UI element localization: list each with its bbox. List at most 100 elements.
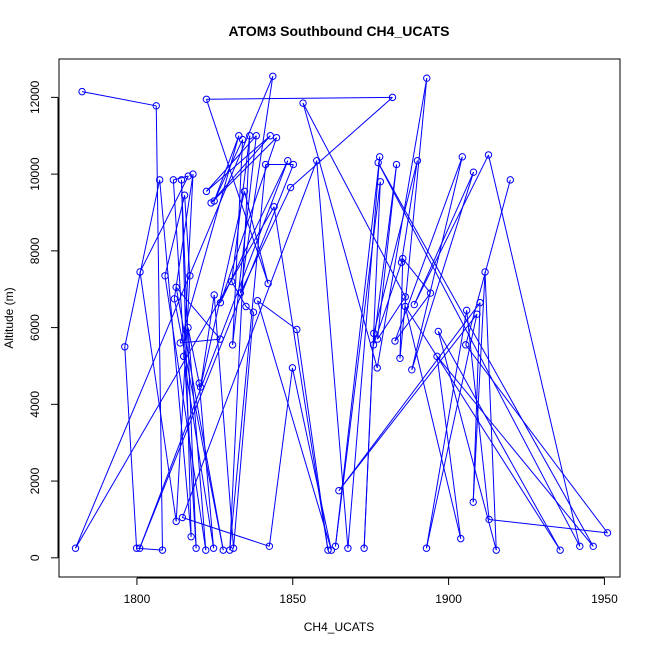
y-tick-label: 10000 [28,157,42,191]
data-point [261,160,270,169]
data-point [180,191,189,199]
series-line-segment [377,164,398,340]
data-point [179,352,188,361]
series-line-segment [231,281,247,307]
data-point [202,95,211,103]
series-line-segment [411,156,463,370]
data-point [288,364,297,372]
series-line-segment [377,296,406,340]
data-point [216,298,225,307]
y-axis-label: Altitude (m) [2,287,16,348]
data-point [269,72,277,80]
data-point [136,268,144,276]
data-point [202,546,210,554]
data-point [152,102,160,110]
y-tick-label: 12000 [28,80,42,114]
series-line-segment [75,206,275,549]
series-line-segment [206,135,257,192]
data-point [423,74,431,82]
data-point [373,364,381,372]
data-point [170,295,179,303]
series-line-segment [139,271,177,522]
data-point [335,486,343,495]
data-point [331,542,340,551]
data-point [603,529,612,537]
series-line-segment [205,99,269,284]
data-point [207,199,215,207]
data-point [216,335,224,343]
series-line-segment [465,344,608,534]
series-line-segment [124,346,138,549]
y-tick-label: 2000 [28,467,42,494]
series-line-segment [399,78,428,359]
series-layer [71,72,612,554]
series-line-segment [399,258,404,359]
data-point [184,172,193,180]
series-line-segment [437,331,561,551]
y-tick-label: 4000 [28,391,42,418]
data-point [132,544,141,552]
data-point [71,544,80,552]
data-point [556,546,564,554]
data-point [369,341,378,349]
x-tick-label: 1950 [591,592,618,606]
data-point [458,153,466,161]
series-line-segment [257,300,298,330]
series-line-segment [75,76,274,549]
data-point [426,289,435,297]
data-point [265,542,274,551]
series-line-segment [338,302,481,491]
data-point [401,293,409,301]
data-point [136,544,144,552]
data-point [155,176,164,184]
series-line-segment [413,154,489,305]
data-point [360,544,368,552]
data-point [253,297,262,305]
series-line-segment [302,102,378,369]
series-line-segment [136,547,163,551]
series-line-segment [296,329,329,551]
series-line-segment [404,306,462,539]
data-point [246,132,254,140]
data-point [169,176,178,184]
series-line-segment [229,164,267,551]
series-line-segment [334,156,381,547]
data-point [299,99,307,107]
series-line-segment [245,306,254,313]
x-tick-label: 1800 [124,592,151,606]
series-line-segment [124,179,161,347]
series-line-segment [437,331,497,551]
data-point [289,160,298,169]
chart-title: ATOM3 Southbound CH4_UCATS [229,23,450,39]
data-point [192,544,200,552]
series-line-segment [268,367,293,547]
data-point [484,151,493,159]
data-point [172,517,180,526]
data-point [228,341,237,349]
data-point [78,87,86,96]
data-point [433,352,441,361]
series-line-segment [436,356,462,539]
data-point [270,203,278,211]
series-line-segment [173,175,189,181]
x-tick-label: 1900 [435,592,462,606]
y-tick-label: 6000 [28,314,42,341]
data-point [374,158,382,167]
x-axis-label: CH4_UCATS [304,620,374,634]
data-point [227,277,236,286]
data-point [473,310,481,318]
series-line-segment [81,91,157,107]
series-line-segment [210,137,277,204]
series-line-segment [376,78,428,368]
data-point [210,291,218,299]
data-point [172,283,180,292]
data-point [121,343,129,351]
data-point [187,533,195,541]
data-point [392,160,401,169]
data-point [492,546,500,554]
series-line-segment [402,258,431,294]
data-point [457,534,465,543]
data-point [469,498,477,506]
series-line-segment [413,171,474,305]
